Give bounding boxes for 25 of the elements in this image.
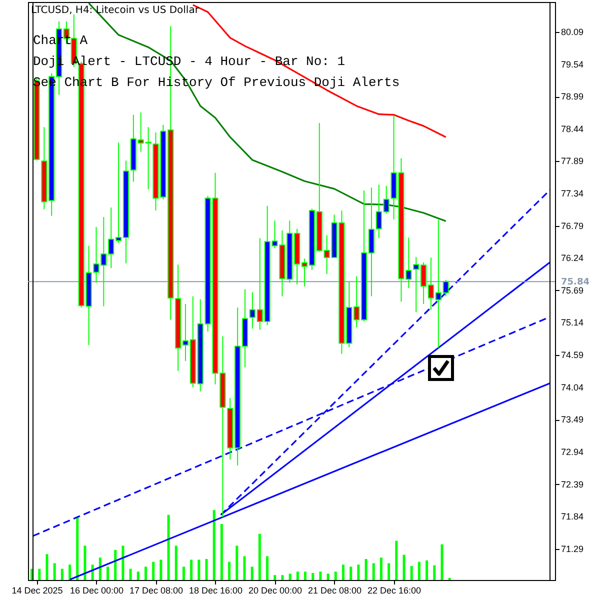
y-tick-label: 76.24 (561, 253, 584, 264)
y-tick-label: 74.59 (561, 350, 584, 360)
y-tick-label: 72.94 (561, 446, 584, 457)
y-tick-label: 76.79 (561, 220, 584, 231)
y-tick-label: 71.84 (561, 512, 584, 522)
x-tick-label: 14 Dec 2025 (12, 586, 63, 596)
x-tick-label: 18 Dec 16:00 (188, 586, 243, 596)
x-tick-label: 17 Dec 08:00 (129, 586, 184, 596)
y-tick-label: 75.69 (561, 285, 584, 296)
y-tick-label: 78.99 (561, 92, 584, 102)
y-tick-label: 71.29 (561, 544, 584, 554)
y-tick-label: 78.44 (561, 124, 584, 134)
y-tick-label: 80.09 (561, 26, 584, 37)
y-tick-label: 73.49 (561, 414, 584, 425)
y-tick-label: 75.14 (561, 318, 584, 328)
y-tick-label: 77.89 (561, 156, 584, 166)
y-tick-label: 79.54 (561, 59, 584, 70)
x-tick-label: 22 Dec 16:00 (368, 586, 422, 596)
x-tick-label: 21 Dec 08:00 (308, 586, 362, 596)
y-tick-label: 74.04 (561, 382, 584, 392)
x-tick-label: 20 Dec 00:00 (248, 586, 302, 596)
y-tick-label: 77.34 (561, 188, 584, 198)
y-tick-label: 72.39 (561, 479, 584, 490)
x-tick-label: 16 Dec 00:00 (70, 586, 124, 596)
ref-line-label: 75.84 (561, 278, 590, 288)
